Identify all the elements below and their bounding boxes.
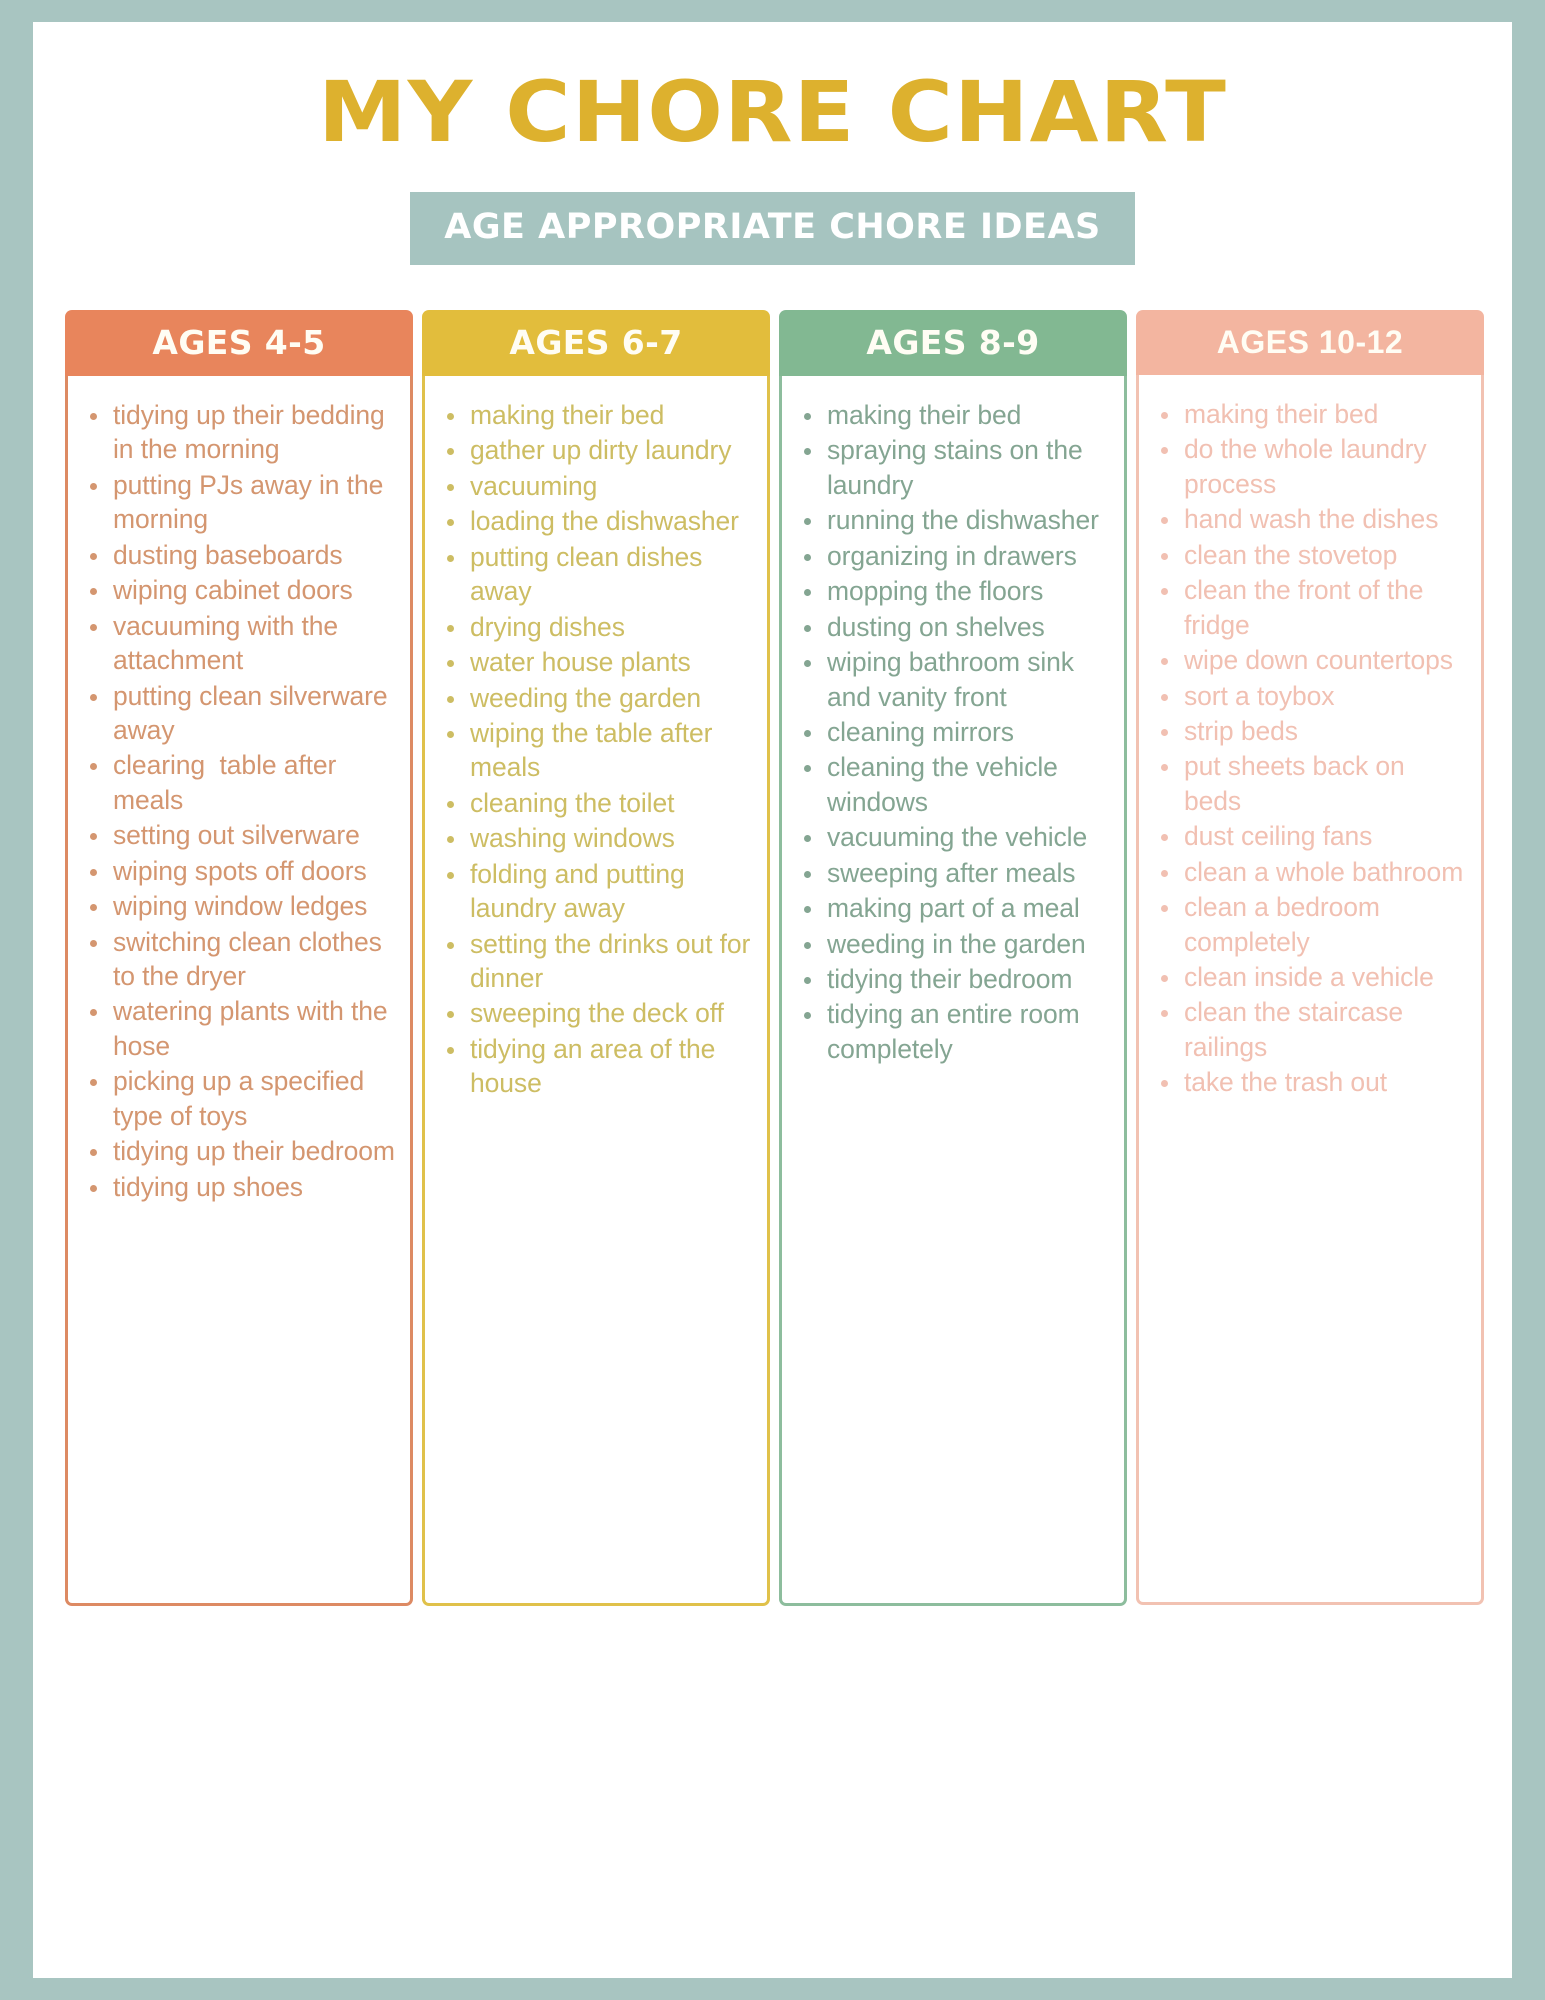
- list-item[interactable]: washing windows: [439, 821, 753, 855]
- list-item[interactable]: tidying up their bedroom: [82, 1134, 396, 1168]
- list-item[interactable]: organizing in drawers: [796, 539, 1110, 573]
- page-title: MY CHORE CHART: [318, 63, 1227, 161]
- list-item[interactable]: drying dishes: [439, 610, 753, 644]
- list-item[interactable]: loading the dishwasher: [439, 504, 753, 538]
- list-item[interactable]: do the whole laundry process: [1153, 432, 1467, 501]
- list-item[interactable]: dusting on shelves: [796, 610, 1110, 644]
- list-item[interactable]: running the dishwasher: [796, 503, 1110, 537]
- list-item[interactable]: tidying their bedroom: [796, 962, 1110, 996]
- list-item[interactable]: tidying an entire room completely: [796, 997, 1110, 1066]
- list-item[interactable]: wiping bathroom sink and vanity front: [796, 645, 1110, 714]
- list-item[interactable]: sweeping after meals: [796, 856, 1110, 890]
- column-header-ages-4-5: AGES 4-5: [65, 310, 413, 376]
- list-item[interactable]: put sheets back on beds: [1153, 749, 1467, 818]
- chore-columns: AGES 4-5 tidying up their bedding in the…: [33, 310, 1512, 1606]
- subtitle-text: AGE APPROPRIATE CHORE IDEAS: [410, 192, 1135, 265]
- column-header-ages-8-9: AGES 8-9: [779, 310, 1127, 376]
- list-item[interactable]: wiping cabinet doors: [82, 573, 396, 607]
- list-item[interactable]: tidying up their bedding in the morning: [82, 398, 396, 467]
- list-item[interactable]: wiping spots off doors: [82, 854, 396, 888]
- chore-chart-page: MY CHORE CHART AGE APPROPRIATE CHORE IDE…: [33, 22, 1512, 1978]
- list-item[interactable]: cleaning the vehicle windows: [796, 750, 1110, 819]
- list-item[interactable]: wiping window ledges: [82, 889, 396, 923]
- column-body-ages-6-7: making their bed gather up dirty laundry…: [422, 376, 770, 1606]
- subtitle-banner: AGE APPROPRIATE CHORE IDEAS: [33, 192, 1512, 265]
- list-item[interactable]: clean inside a vehicle: [1153, 960, 1467, 994]
- list-item[interactable]: cleaning the toilet: [439, 786, 753, 820]
- list-item[interactable]: clean the stovetop: [1153, 538, 1467, 572]
- list-item[interactable]: making their bed: [796, 398, 1110, 432]
- list-item[interactable]: gather up dirty laundry: [439, 433, 753, 467]
- list-item[interactable]: setting out silverware: [82, 818, 396, 852]
- list-item[interactable]: water house plants: [439, 645, 753, 679]
- list-item[interactable]: picking up a specified type of toys: [82, 1064, 396, 1133]
- list-item[interactable]: strip beds: [1153, 714, 1467, 748]
- list-item[interactable]: making their bed: [1153, 397, 1467, 431]
- list-item[interactable]: tidying an area of the house: [439, 1032, 753, 1101]
- list-item[interactable]: vacuuming: [439, 469, 753, 503]
- column-header-ages-10-12: AGES 10-12: [1136, 310, 1484, 375]
- column-body-ages-10-12: making their bed do the whole laundry pr…: [1136, 375, 1484, 1605]
- chore-column-ages-4-5: AGES 4-5 tidying up their bedding in the…: [65, 310, 413, 1606]
- list-item[interactable]: weeding in the garden: [796, 927, 1110, 961]
- list-item[interactable]: sort a toybox: [1153, 679, 1467, 713]
- list-item[interactable]: hand wash the dishes: [1153, 502, 1467, 536]
- list-item[interactable]: wiping the table after meals: [439, 716, 753, 785]
- list-item[interactable]: spraying stains on the laundry: [796, 433, 1110, 502]
- list-item[interactable]: watering plants with the hose: [82, 994, 396, 1063]
- list-item[interactable]: putting clean dishes away: [439, 540, 753, 609]
- list-item[interactable]: switching clean clothes to the dryer: [82, 925, 396, 994]
- column-body-ages-4-5: tidying up their bedding in the morning …: [65, 376, 413, 1606]
- list-item[interactable]: clean the staircase railings: [1153, 995, 1467, 1064]
- list-item[interactable]: vacuuming the vehicle: [796, 820, 1110, 854]
- list-item[interactable]: mopping the floors: [796, 574, 1110, 608]
- list-item[interactable]: weeding the garden: [439, 681, 753, 715]
- chore-column-ages-10-12: AGES 10-12 making their bed do the whole…: [1136, 310, 1484, 1605]
- chore-column-ages-8-9: AGES 8-9 making their bed spraying stain…: [779, 310, 1127, 1606]
- list-item[interactable]: putting clean silverware away: [82, 679, 396, 748]
- list-item[interactable]: folding and putting laundry away: [439, 857, 753, 926]
- list-item[interactable]: clean the front of the fridge: [1153, 573, 1467, 642]
- list-item[interactable]: cleaning mirrors: [796, 715, 1110, 749]
- list-item[interactable]: vacuuming with the attachment: [82, 609, 396, 678]
- list-item[interactable]: making their bed: [439, 398, 753, 432]
- list-item[interactable]: take the trash out: [1153, 1065, 1467, 1099]
- list-item[interactable]: clean a bedroom completely: [1153, 890, 1467, 959]
- list-item[interactable]: tidying up shoes: [82, 1170, 396, 1204]
- chore-list-ages-4-5: tidying up their bedding in the morning …: [82, 398, 396, 1204]
- list-item[interactable]: sweeping the deck off: [439, 996, 753, 1030]
- chore-list-ages-6-7: making their bed gather up dirty laundry…: [439, 398, 753, 1101]
- list-item[interactable]: making part of a meal: [796, 891, 1110, 925]
- chore-column-ages-6-7: AGES 6-7 making their bed gather up dirt…: [422, 310, 770, 1606]
- chore-list-ages-10-12: making their bed do the whole laundry pr…: [1153, 397, 1467, 1100]
- list-item[interactable]: wipe down countertops: [1153, 643, 1467, 677]
- column-body-ages-8-9: making their bed spraying stains on the …: [779, 376, 1127, 1606]
- column-header-ages-6-7: AGES 6-7: [422, 310, 770, 376]
- list-item[interactable]: clearing table after meals: [82, 748, 396, 817]
- list-item[interactable]: dust ceiling fans: [1153, 819, 1467, 853]
- list-item[interactable]: putting PJs away in the morning: [82, 468, 396, 537]
- list-item[interactable]: dusting baseboards: [82, 538, 396, 572]
- chore-list-ages-8-9: making their bed spraying stains on the …: [796, 398, 1110, 1066]
- list-item[interactable]: setting the drinks out for dinner: [439, 927, 753, 996]
- list-item[interactable]: clean a whole bathroom: [1153, 855, 1467, 889]
